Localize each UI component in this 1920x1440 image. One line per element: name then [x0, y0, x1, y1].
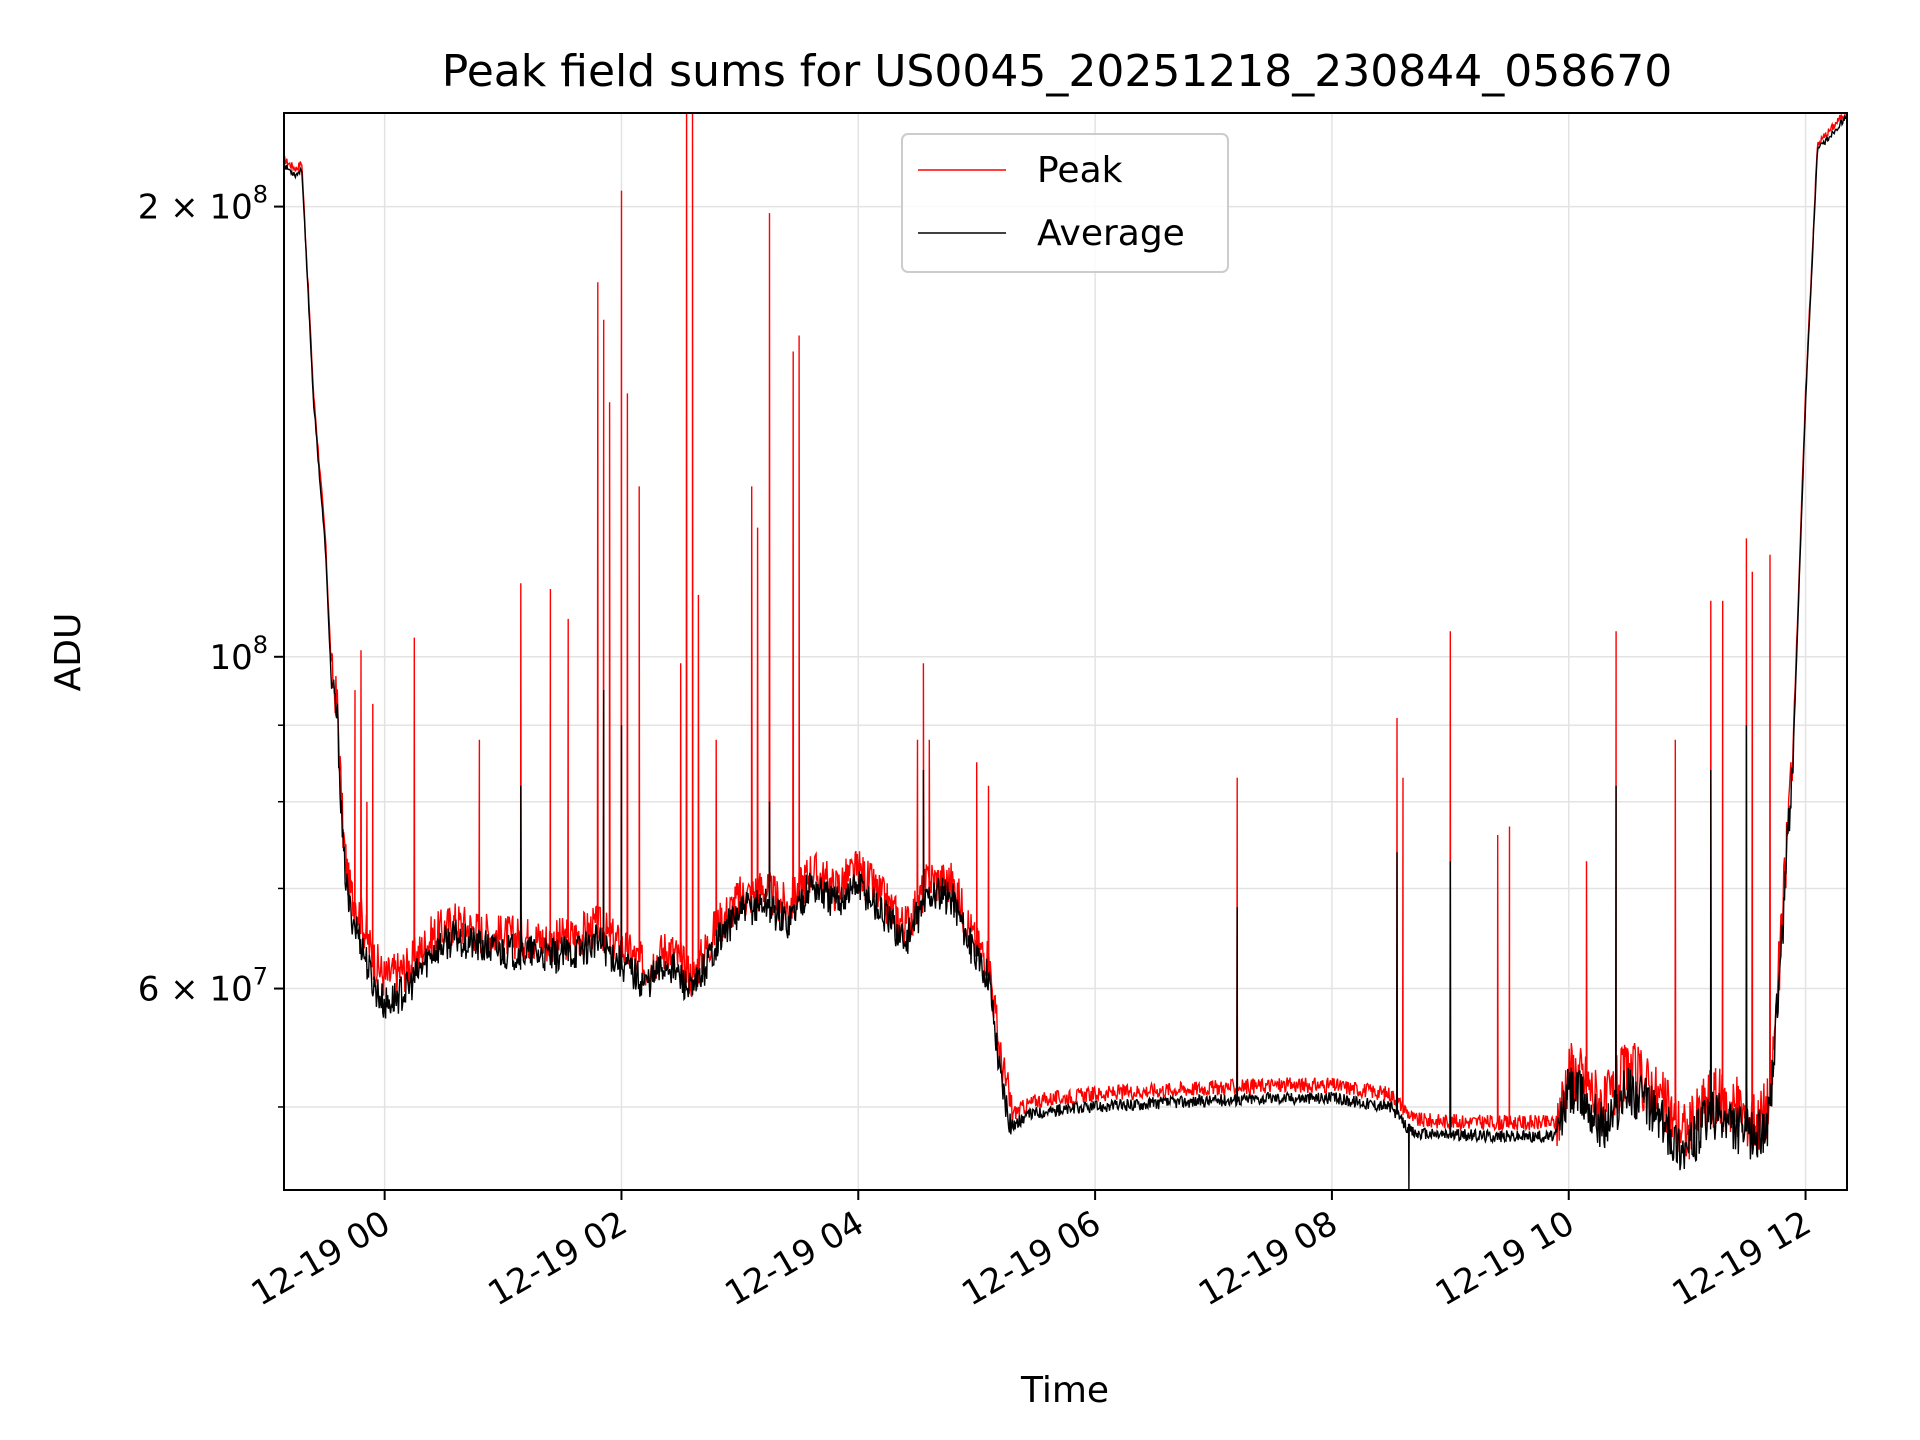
legend: Peak Average	[901, 133, 1229, 273]
average-line	[284, 115, 1847, 1190]
plot-frame	[283, 112, 1848, 1191]
x-tick-label: 12-19 12	[1666, 1203, 1818, 1314]
y-tick-label: 108	[209, 631, 268, 678]
legend-peak-label: Peak	[1037, 150, 1123, 191]
x-tick-label: 12-19 08	[1192, 1203, 1344, 1314]
chart-title: Peak field sums for US0045_20251218_2308…	[442, 46, 1672, 97]
x-tick-label: 12-19 06	[955, 1203, 1107, 1314]
x-axis-label: Time	[1020, 1370, 1109, 1411]
x-tick-label: 12-19 04	[718, 1203, 870, 1314]
x-axis: 12-19 00 12-19 02 12-19 04 12-19 06 12-19 08…	[245, 1190, 1818, 1314]
x-tick-label: 12-19 02	[482, 1203, 634, 1314]
x-tick-label: 12-19 10	[1429, 1203, 1581, 1314]
legend-average-label: Average	[1037, 213, 1185, 254]
legend-box	[901, 133, 1229, 273]
y-tick-label: 6 × 107	[138, 963, 268, 1010]
y-axis-label: ADU	[48, 613, 89, 692]
x-tick-label: 12-19 00	[245, 1203, 397, 1314]
series-average	[284, 115, 1847, 1190]
y-axis: 6 × 107 108 2 × 108	[138, 181, 284, 1108]
y-tick-label: 2 × 108	[138, 181, 268, 228]
grid	[284, 113, 1847, 1190]
